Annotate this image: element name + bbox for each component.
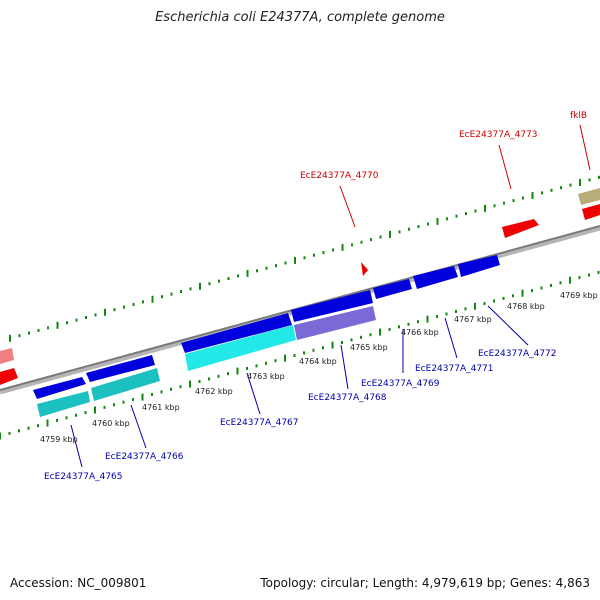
genome-summary-text: Topology: circular; Length: 4,979,619 bp… — [260, 576, 590, 590]
kbp-label: 4762 kbp — [195, 387, 233, 396]
feature-4765-cds[interactable] — [37, 391, 90, 417]
gene-label: EcE24377A_4771 — [415, 364, 494, 374]
accession-text: Accession: NC_009801 — [10, 576, 147, 590]
leader-4772 — [487, 305, 529, 346]
leader-4771 — [444, 317, 458, 359]
gene-ecE24377A-4771[interactable] — [413, 266, 458, 289]
kbp-label: 4766 kbp — [401, 328, 439, 337]
gene-ecE24377A-4768[interactable] — [291, 290, 373, 322]
kbp-label: 4764 kbp — [299, 357, 337, 366]
feature-4766-cds[interactable] — [91, 368, 160, 401]
gene-label: EcE24377A_4767 — [220, 418, 299, 428]
gene-ecE24377A-4766[interactable] — [86, 355, 155, 382]
gene-label: fklB — [570, 111, 587, 121]
leader-4766 — [130, 404, 147, 449]
kbp-label: 4761 kbp — [142, 403, 180, 412]
gene-label: EcE24377A_4770 — [300, 171, 379, 181]
gene-fklB-red[interactable] — [582, 204, 600, 220]
gene-label: EcE24377A_4772 — [478, 349, 557, 359]
leader-4773 — [498, 144, 512, 190]
leader-4768 — [340, 344, 349, 390]
gene-label: EcE24377A_4768 — [308, 393, 387, 403]
gene-ecE24377A-4770-arrow[interactable] — [361, 262, 368, 276]
gene-label: EcE24377A_4769 — [361, 379, 440, 389]
kbp-labels: 4759 kbp 4760 kbp 4761 kbp 4762 kbp 4763 kbp… — [40, 291, 598, 444]
kbp-label: 4765 kbp — [350, 343, 388, 352]
gene-label: EcE24377A_4773 — [459, 130, 538, 140]
kbp-label: 4769 kbp — [560, 291, 598, 300]
kbp-label: 4760 kbp — [92, 419, 130, 428]
kbp-label: 4759 kbp — [40, 435, 78, 444]
leader-fklB — [579, 124, 591, 171]
leader-4765 — [70, 424, 83, 468]
leader-4767 — [246, 372, 261, 415]
kbp-label: 4763 kbp — [247, 372, 285, 381]
kbp-label: 4768 kbp — [507, 302, 545, 311]
gene-ecE24377A-4765[interactable] — [33, 377, 86, 399]
gene-label: EcE24377A_4766 — [105, 452, 184, 462]
leader-4770 — [339, 185, 356, 228]
gene-left-pink[interactable] — [0, 348, 14, 364]
gene-ecE24377A-4772[interactable] — [458, 255, 500, 277]
map-title: Escherichia coli E24377A, complete genom… — [155, 10, 445, 25]
gene-ecE24377A-4773[interactable] — [502, 219, 539, 238]
gene-fklB[interactable] — [578, 188, 600, 205]
kbp-label: 4767 kbp — [454, 315, 492, 324]
reverse-gene-labels: EcE24377A_4765 EcE24377A_4766 EcE24377A_47… — [44, 349, 557, 482]
gene-ecE24377A-4769[interactable] — [373, 279, 412, 299]
gene-left-red[interactable] — [0, 368, 18, 385]
kbp-ticks — [0, 175, 600, 440]
forward-gene-labels: EcE24377A_4770 EcE24377A_4773 fklB — [300, 111, 587, 181]
feature-4767-cds[interactable] — [185, 325, 296, 371]
gene-label: EcE24377A_4765 — [44, 472, 123, 482]
feature-4768-cds[interactable] — [294, 306, 376, 340]
gene-ecE24377A-4767[interactable] — [181, 313, 292, 353]
